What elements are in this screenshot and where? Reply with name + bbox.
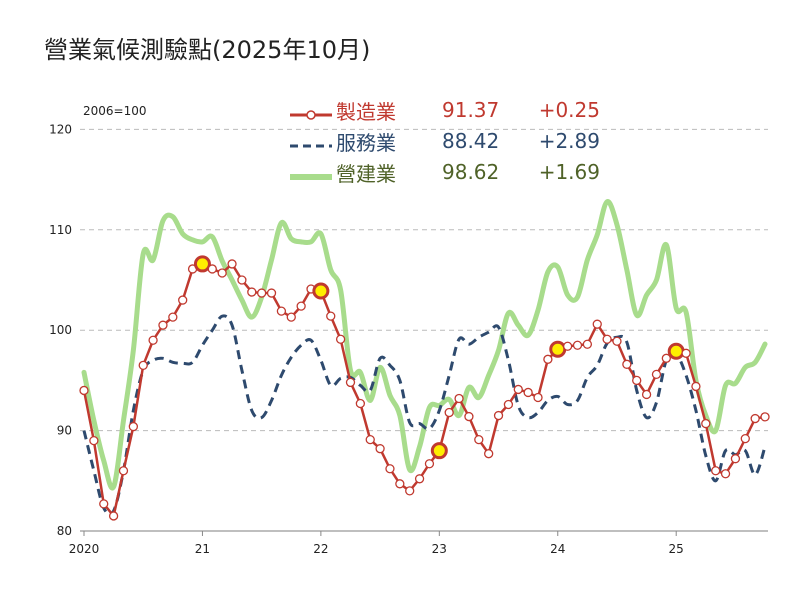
legend-change: +1.69	[538, 160, 600, 184]
data-point-manufacturing	[513, 384, 523, 395]
legend-latest-value: 98.62	[442, 160, 500, 184]
data-point-manufacturing	[89, 435, 99, 446]
x-tick-label: 22	[313, 542, 328, 556]
data-point-manufacturing	[592, 319, 602, 329]
base-year-note: 2006=100	[83, 104, 147, 118]
data-point-manufacturing	[266, 288, 277, 298]
data-point-manufacturing	[681, 348, 691, 358]
data-point-manufacturing	[158, 320, 168, 330]
data-point-manufacturing	[286, 312, 296, 322]
data-point-manufacturing	[720, 469, 731, 479]
legend-change: +2.89	[538, 129, 600, 153]
highlight-point-manufacturing	[430, 442, 448, 460]
data-point-manufacturing	[424, 459, 435, 469]
data-point-manufacturing	[237, 275, 247, 285]
highlight-point-manufacturing	[193, 255, 211, 273]
highlight-point-manufacturing	[667, 342, 685, 360]
data-point-manufacturing	[612, 336, 622, 346]
legend-item-services: 服務業 88.42 +2.89	[290, 128, 600, 155]
data-point-manufacturing	[207, 264, 217, 274]
data-point-manufacturing	[79, 385, 89, 396]
data-point-manufacturing	[345, 377, 356, 388]
data-point-manufacturing	[740, 433, 750, 444]
data-point-manufacturing	[385, 464, 395, 474]
data-point-manufacturing	[355, 398, 366, 409]
data-point-manufacturing	[128, 421, 139, 432]
data-point-manufacturing	[454, 393, 464, 404]
series-line-construction	[81, 199, 768, 491]
data-point-manufacturing	[227, 259, 237, 269]
x-tick-label: 21	[195, 542, 210, 556]
x-tick-label: 23	[432, 542, 447, 556]
data-point-manufacturing	[533, 392, 543, 403]
data-point-manufacturing	[493, 410, 504, 421]
data-point-manufacturing	[582, 339, 593, 349]
data-point-manufacturing	[572, 340, 583, 350]
data-point-manufacturing	[395, 479, 405, 489]
data-point-manufacturing	[405, 486, 415, 496]
y-tick-label: 110	[49, 223, 72, 237]
data-point-manufacturing	[474, 434, 484, 445]
legend-swatch-construction	[287, 165, 335, 180]
data-point-manufacturing	[661, 353, 671, 363]
data-point-manufacturing	[641, 389, 652, 400]
data-point-manufacturing	[651, 369, 662, 380]
data-point-manufacturing	[444, 407, 454, 418]
legend-label: 服務業	[336, 130, 396, 155]
data-point-manufacturing	[711, 466, 721, 476]
data-point-manufacturing	[730, 454, 741, 464]
data-point-manufacturing	[701, 418, 711, 429]
data-point-manufacturing	[622, 359, 632, 369]
data-point-manufacturing	[632, 375, 642, 386]
data-point-manufacturing	[760, 412, 770, 422]
legend-latest-value: 88.42	[442, 129, 500, 153]
data-point-manufacturing	[562, 341, 573, 351]
data-point-manufacturing	[484, 449, 494, 459]
data-point-manufacturing	[276, 306, 287, 316]
data-point-manufacturing	[168, 312, 178, 322]
data-point-manufacturing	[148, 335, 158, 345]
data-point-manufacturing	[108, 511, 119, 521]
y-tick-label: 90	[57, 424, 72, 438]
highlight-point-manufacturing	[549, 340, 567, 358]
legend-label: 營建業	[336, 161, 396, 186]
legend-latest-value: 91.37	[442, 98, 500, 122]
x-tick-label: 25	[669, 542, 684, 556]
y-tick-label: 100	[49, 323, 72, 337]
legend-swatch-services	[290, 134, 332, 148]
data-point-manufacturing	[523, 387, 533, 398]
data-point-manufacturing	[691, 381, 701, 392]
chart-title: 營業氣候測驗點(2025年10月)	[44, 36, 371, 64]
highlight-point-manufacturing	[312, 282, 330, 300]
y-tick-label: 120	[49, 122, 72, 136]
y-tick-label: 80	[57, 524, 72, 538]
x-tick-label: 24	[550, 542, 565, 556]
data-point-manufacturing	[414, 474, 425, 484]
x-tick-label: 2020	[69, 542, 100, 556]
legend-swatch-manufacturing	[290, 103, 332, 120]
data-point-manufacturing	[138, 360, 148, 370]
data-point-manufacturing	[257, 288, 267, 298]
data-point-manufacturing	[750, 413, 760, 424]
data-point-manufacturing	[296, 301, 306, 311]
data-point-manufacturing	[543, 354, 553, 364]
data-point-manufacturing	[365, 434, 375, 445]
data-point-manufacturing	[503, 399, 514, 410]
data-point-manufacturing	[375, 444, 385, 454]
legend-label: 製造業	[336, 99, 396, 124]
data-point-manufacturing	[118, 466, 129, 476]
legend-item-manufacturing: 製造業 91.37 +0.25	[290, 97, 600, 124]
data-point-manufacturing	[335, 334, 346, 344]
data-point-manufacturing	[99, 499, 109, 509]
legend-change: +0.25	[538, 98, 600, 122]
legend-item-construction: 營建業 98.62 +1.69	[287, 159, 600, 186]
data-point-manufacturing	[464, 411, 474, 422]
data-point-manufacturing	[178, 295, 188, 305]
data-point-manufacturing	[247, 287, 257, 297]
data-point-manufacturing	[326, 311, 336, 321]
data-point-manufacturing	[217, 268, 227, 278]
data-point-manufacturing	[602, 334, 612, 344]
series-line-services	[82, 314, 767, 516]
